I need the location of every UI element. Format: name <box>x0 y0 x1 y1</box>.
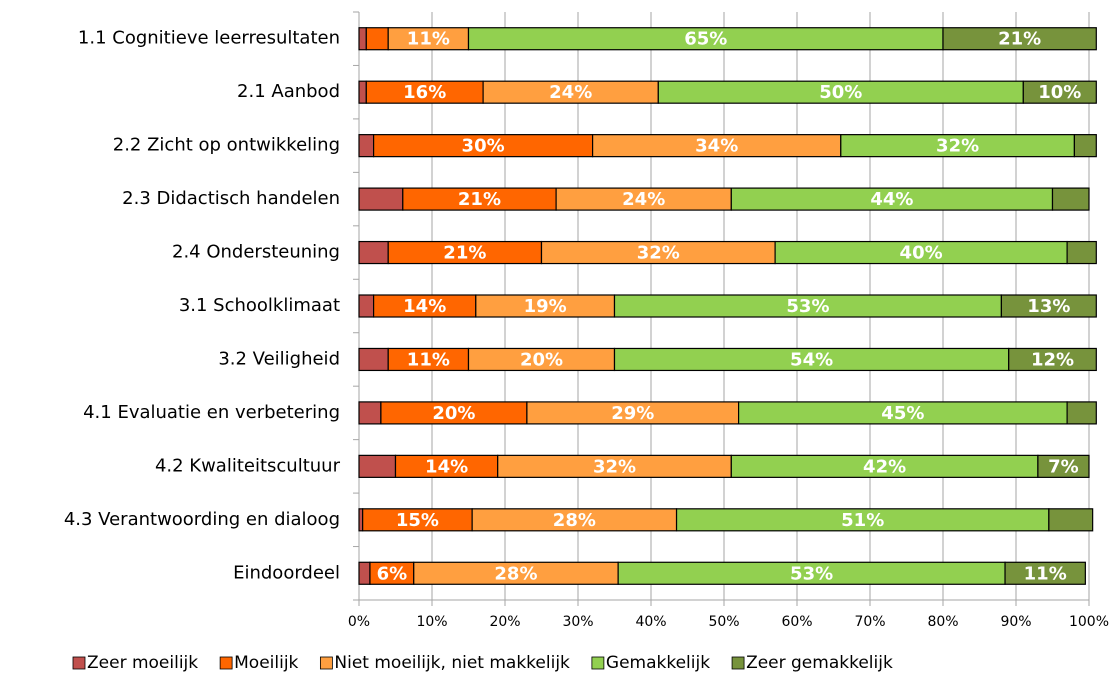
value-label: 20% <box>432 403 475 424</box>
category-label: 2.4 Ondersteuning <box>172 242 340 263</box>
category-label: 3.1 Schoolklimaat <box>179 295 340 316</box>
value-label: 16% <box>403 82 446 103</box>
bar-segment <box>358 401 382 425</box>
category-label: 2.2 Zicht op ontwikkeling <box>113 135 340 156</box>
value-label: 19% <box>524 296 567 317</box>
value-label: 40% <box>900 243 943 264</box>
bar-segment <box>1051 187 1090 211</box>
value-label: 6% <box>377 563 408 584</box>
bar-segment <box>358 187 404 211</box>
bar-segment <box>358 454 397 478</box>
value-label: 28% <box>553 510 596 531</box>
legend-label: Gemakkelijk <box>606 653 710 673</box>
value-label: 45% <box>881 403 924 424</box>
value-label: 32% <box>637 243 680 264</box>
value-label: 14% <box>425 456 468 477</box>
value-label: 24% <box>549 82 592 103</box>
value-label: 12% <box>1031 349 1074 370</box>
category-label: 4.2 Kwaliteitscultuur <box>155 455 341 476</box>
category-label: 4.1 Evaluatie en verbetering <box>83 402 340 423</box>
bar-segment <box>358 347 389 372</box>
bar-segment <box>1008 347 1097 372</box>
value-label: 11% <box>407 29 450 50</box>
legend-label: Zeer moeilijk <box>87 653 198 673</box>
category-label: Eindoordeel <box>233 562 340 583</box>
value-label: 54% <box>790 349 833 370</box>
value-label: 21% <box>443 243 486 264</box>
bar-segment <box>358 294 375 318</box>
value-label: 14% <box>403 296 446 317</box>
category-label: 1.1 Cognitieve leerresultaten <box>78 28 340 49</box>
bar-segment <box>358 134 375 158</box>
x-tick-label: 20% <box>489 614 520 630</box>
value-label: 51% <box>841 510 884 531</box>
value-label: 13% <box>1027 296 1070 317</box>
x-tick-label: 100% <box>1069 614 1109 630</box>
x-tick-label: 70% <box>854 614 885 630</box>
x-tick-label: 50% <box>708 614 739 630</box>
legend-swatch <box>219 656 233 670</box>
legend-swatch <box>591 656 605 670</box>
value-label: 24% <box>622 189 665 210</box>
value-label: 53% <box>786 296 829 317</box>
x-tick-label: 60% <box>781 614 812 630</box>
category-label: 2.3 Didactisch handelen <box>122 188 340 209</box>
category-label: 2.1 Aanbod <box>237 81 340 102</box>
x-tick-label: 80% <box>927 614 958 630</box>
value-label: 29% <box>611 403 654 424</box>
value-label: 42% <box>863 456 906 477</box>
legend-swatch <box>731 656 745 670</box>
value-label: 11% <box>1024 563 1067 584</box>
value-label: 53% <box>790 563 833 584</box>
bar-segment <box>942 27 1097 51</box>
legend-label: Niet moeilijk, niet makkelijk <box>334 653 570 673</box>
bar-segment <box>358 80 367 104</box>
legend-swatch <box>319 656 333 670</box>
bar-segment <box>1000 294 1097 318</box>
value-label: 20% <box>520 349 563 370</box>
value-label: 65% <box>684 29 727 50</box>
category-label: 4.3 Verantwoording en dialoog <box>64 509 340 530</box>
value-label: 32% <box>593 456 636 477</box>
x-tick-label: 10% <box>416 614 447 630</box>
bar-segment <box>1066 240 1097 265</box>
bar-segment <box>1066 401 1097 425</box>
bar-segment <box>1004 561 1086 585</box>
bar-segment <box>1037 454 1090 478</box>
legend-swatch <box>72 656 86 670</box>
x-tick-label: 90% <box>1000 614 1031 630</box>
legend-label: Moeilijk <box>234 653 298 673</box>
bar-segment <box>358 240 389 265</box>
value-label: 15% <box>396 510 439 531</box>
x-tick-label: 0% <box>348 614 370 630</box>
bar-segment <box>365 27 389 51</box>
x-tick-label: 40% <box>635 614 666 630</box>
value-label: 30% <box>462 136 505 157</box>
bar-segment <box>1048 508 1094 532</box>
value-label: 10% <box>1038 82 1081 103</box>
value-label: 44% <box>870 189 913 210</box>
x-tick-label: 30% <box>562 614 593 630</box>
value-label: 32% <box>936 136 979 157</box>
legend-label: Zeer gemakkelijk <box>746 653 893 673</box>
value-label: 28% <box>494 563 537 584</box>
value-label: 34% <box>695 136 738 157</box>
bar-segment <box>1073 134 1097 158</box>
value-label: 21% <box>458 189 501 210</box>
category-label: 3.2 Veiligheid <box>218 348 340 369</box>
bar-segment <box>358 561 371 585</box>
value-label: 50% <box>819 82 862 103</box>
bar-segment <box>1022 80 1097 104</box>
value-label: 11% <box>407 349 450 370</box>
value-label: 7% <box>1048 456 1079 477</box>
value-label: 21% <box>998 29 1041 50</box>
bar-segment <box>358 27 367 51</box>
